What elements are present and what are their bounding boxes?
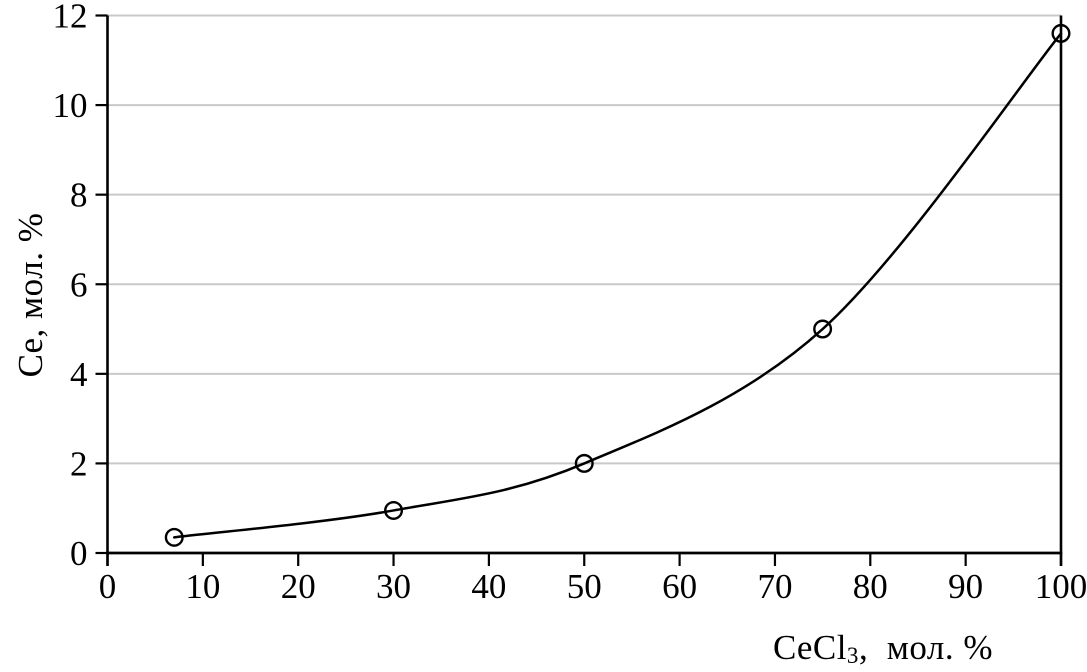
data-point-marker-75 — [813, 319, 833, 339]
y-tick-label-2: 2 — [70, 444, 88, 483]
y-tick-label-0: 0 — [70, 534, 88, 573]
x-tick-label-10: 10 — [185, 567, 220, 606]
data-point-marker-100 — [1051, 23, 1071, 43]
data-point-marker-30 — [384, 500, 404, 520]
x-axis-title: CeCl3, мол. % — [773, 628, 993, 668]
x-tick-label-40: 40 — [471, 567, 506, 606]
x-axis-title-subscript: 3 — [846, 642, 859, 669]
y-tick-label-12: 12 — [53, 0, 88, 36]
x-axis-title-formula: CeCl — [772, 628, 847, 667]
x-tick-label-30: 30 — [376, 567, 411, 606]
x-tick-label-50: 50 — [567, 567, 602, 606]
data-point-marker-7 — [164, 527, 184, 547]
y-tick-label-8: 8 — [70, 176, 88, 215]
x-tick-label-60: 60 — [662, 567, 697, 606]
x-tick-label-90: 90 — [948, 567, 983, 606]
y-tick-label-10: 10 — [53, 86, 88, 125]
data-curve — [172, 32, 1063, 539]
x-tick-label-0: 0 — [99, 567, 117, 606]
x-tick-label-80: 80 — [853, 567, 888, 606]
y-axis-title: Ce, мол. % — [11, 212, 50, 378]
x-tick-label-70: 70 — [757, 567, 792, 606]
y-tick-label-4: 4 — [70, 355, 88, 394]
x-tick-label-20: 20 — [281, 567, 316, 606]
y-tick-label-6: 6 — [70, 265, 88, 304]
data-point-marker-50 — [574, 453, 594, 473]
x-tick-label-100: 100 — [1035, 567, 1087, 606]
x-axis-title-units: , мол. % — [858, 628, 994, 667]
